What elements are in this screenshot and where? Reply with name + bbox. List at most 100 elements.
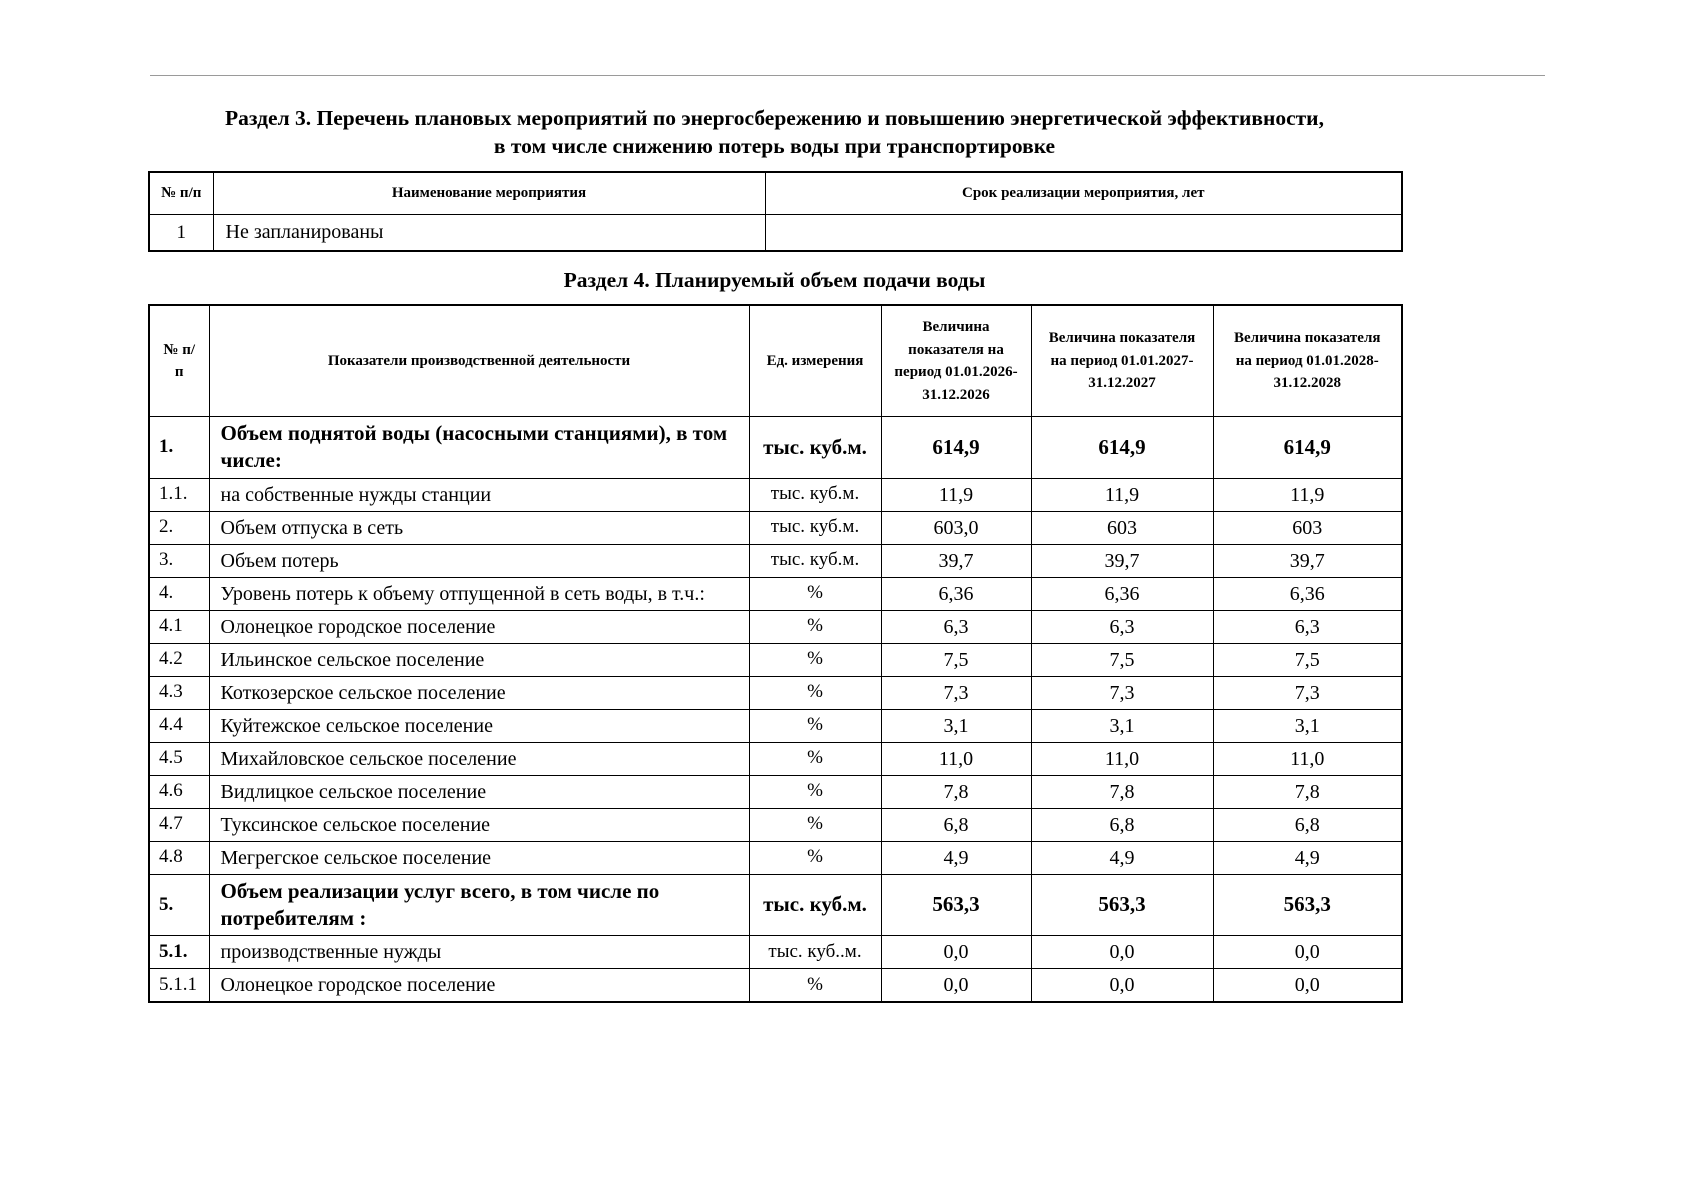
section3-title-line2: в том числе снижению потерь воды при тра… xyxy=(493,134,1056,159)
table-row: 5.1. производственные нужды тыс. куб..м. 0,… xyxy=(148,935,1403,970)
table-row: 4.4 Куйтежское сельское поселение% 3,1 3,1 3… xyxy=(148,708,1403,743)
value-2027: 0,0 xyxy=(1030,935,1214,970)
value-2026: 603,0 xyxy=(880,510,1032,545)
row-unit: тыс. куб.м. xyxy=(748,873,882,937)
value-2027: 563,3 xyxy=(1030,873,1214,937)
measure-term xyxy=(764,214,1403,252)
value-2028: 6,36 xyxy=(1212,576,1403,611)
table-row: 1. Объем поднятой воды (насосными станция… xyxy=(148,416,1403,479)
row-number: 5.1. xyxy=(148,935,210,970)
value-2027: 6,36 xyxy=(1030,576,1214,611)
value-2028: 7,8 xyxy=(1212,774,1403,809)
row-label: Олонецкое городское поселение xyxy=(208,609,750,644)
value-2026: 0,0 xyxy=(880,968,1032,1003)
water-supply-header: № п/п Показатели производственной деятел… xyxy=(148,304,1403,418)
header-cell-period-2026: Величина показателя на период 01.01.2026… xyxy=(880,304,1032,418)
value-2026: 7,8 xyxy=(880,774,1032,809)
value-2028: 6,8 xyxy=(1212,807,1403,842)
row-number: 2. xyxy=(148,510,210,545)
header-cell-period-2027: Величина показателя на период 01.01.2027… xyxy=(1030,304,1214,418)
value-2028: 7,5 xyxy=(1212,642,1403,677)
value-2027: 3,1 xyxy=(1030,708,1214,743)
row-unit: % xyxy=(748,675,882,710)
table-row: 1.1. на собственные нужды станции тыс. куб… xyxy=(148,477,1403,512)
value-2026: 614,9 xyxy=(880,416,1032,479)
header-cell-term: Срок реализации мероприятия, лет xyxy=(764,171,1403,216)
row-label: Уровень потерь к объему отпущенной в сет… xyxy=(208,576,750,611)
row-number: 1.1. xyxy=(148,477,210,512)
value-2028: 0,0 xyxy=(1212,935,1403,970)
row-unit: тыс. куб.м. xyxy=(748,477,882,512)
row-number: 4.6 xyxy=(148,774,210,809)
row-label: Мегрегское сельское поселение xyxy=(208,840,750,875)
row-unit: тыс. куб..м. xyxy=(748,935,882,970)
table-row: 3. Объем потерь тыс. куб.м. 39,7 39,7 39,7 xyxy=(148,543,1403,578)
header-cell-unit: Ед. измерения xyxy=(748,304,882,418)
header-cell-num: № п/п xyxy=(148,171,214,216)
row-label: Олонецкое городское поселение xyxy=(208,968,750,1003)
value-2026: 3,1 xyxy=(880,708,1032,743)
row-label: Михайловское сельское поселение xyxy=(208,741,750,776)
row-number: 4.2 xyxy=(148,642,210,677)
row-label: Объем поднятой воды (насосными станциями… xyxy=(208,416,750,479)
row-unit: % xyxy=(748,576,882,611)
row-label: на собственные нужды станции xyxy=(208,477,750,512)
row-number: 4.7 xyxy=(148,807,210,842)
value-2026: 563,3 xyxy=(880,873,1032,937)
row-unit: % xyxy=(748,708,882,743)
row-label: Видлицкое сельское поселение xyxy=(208,774,750,809)
value-2026: 7,3 xyxy=(880,675,1032,710)
value-2028: 563,3 xyxy=(1212,873,1403,937)
row-label: Туксинское сельское поселение xyxy=(208,807,750,842)
row-label: Объем потерь xyxy=(208,543,750,578)
row-label: Коткозерское сельское поселение xyxy=(208,675,750,710)
value-2027: 614,9 xyxy=(1030,416,1214,479)
value-2026: 39,7 xyxy=(880,543,1032,578)
value-2027: 0,0 xyxy=(1030,968,1214,1003)
row-unit: % xyxy=(748,642,882,677)
value-2028: 11,9 xyxy=(1212,477,1403,512)
row-number: 1 xyxy=(148,214,214,252)
header-row: № п/п Показатели производственной деятел… xyxy=(148,304,1403,418)
value-2027: 11,0 xyxy=(1030,741,1214,776)
header-cell-indicator: Показатели производственной деятельности xyxy=(208,304,750,418)
header-cell-num: № п/п xyxy=(148,304,210,418)
row-unit: % xyxy=(748,968,882,1003)
section3-title-line1: Раздел 3. Перечень плановых мероприятий … xyxy=(225,106,1324,130)
row-unit: % xyxy=(748,609,882,644)
measure-name: Не запланированы xyxy=(212,214,766,252)
table-row: 4.7 Туксинское сельское поселение% 6,8 6,8 6… xyxy=(148,807,1403,842)
header-cell-period-2028: Величина показателя на период 01.01.2028… xyxy=(1212,304,1403,418)
value-2026: 6,8 xyxy=(880,807,1032,842)
row-label: Объем реализации услуг всего, в том числ… xyxy=(208,873,750,937)
header-cell-measure-name: Наименование мероприятия xyxy=(212,171,766,216)
table-row: 4.3 Коткозерское сельское поселение% 7,3 7,… xyxy=(148,675,1403,710)
table-row: 4. Уровень потерь к объему отпущенной в с… xyxy=(148,576,1403,611)
value-2027: 7,8 xyxy=(1030,774,1214,809)
planned-measures-header: № п/п Наименование мероприятия Срок реал… xyxy=(148,171,1403,216)
row-number: 5. xyxy=(148,873,210,937)
table-row: 5. Объем реализации услуг всего, в том чи… xyxy=(148,873,1403,937)
row-unit: тыс. куб.м. xyxy=(748,416,882,479)
value-2027: 6,3 xyxy=(1030,609,1214,644)
table-row: 2. Объем отпуска в сеть тыс. куб.м. 603,0 60… xyxy=(148,510,1403,545)
planned-measures-table: № п/п Наименование мероприятия Срок реал… xyxy=(148,170,1403,252)
row-number: 1. xyxy=(148,416,210,479)
row-unit: % xyxy=(748,741,882,776)
row-label: Ильинское сельское поселение xyxy=(208,642,750,677)
header-row: № п/п Наименование мероприятия Срок реал… xyxy=(148,171,1403,216)
row-unit: % xyxy=(748,807,882,842)
row-number: 4.1 xyxy=(148,609,210,644)
value-2026: 6,3 xyxy=(880,609,1032,644)
value-2028: 614,9 xyxy=(1212,416,1403,479)
top-divider xyxy=(150,75,1545,76)
document-content: Раздел 3. Перечень плановых мероприятий … xyxy=(148,104,1403,1004)
value-2027: 4,9 xyxy=(1030,840,1214,875)
value-2027: 6,8 xyxy=(1030,807,1214,842)
value-2028: 39,7 xyxy=(1212,543,1403,578)
row-label: производственные нужды xyxy=(208,935,750,970)
row-number: 4.8 xyxy=(148,840,210,875)
table-row: 4.5 Михайловское сельское поселение% 11,0 1… xyxy=(148,741,1403,776)
table-row: 5.1.1 Олонецкое городское поселение% 0,0 0,… xyxy=(148,968,1403,1003)
